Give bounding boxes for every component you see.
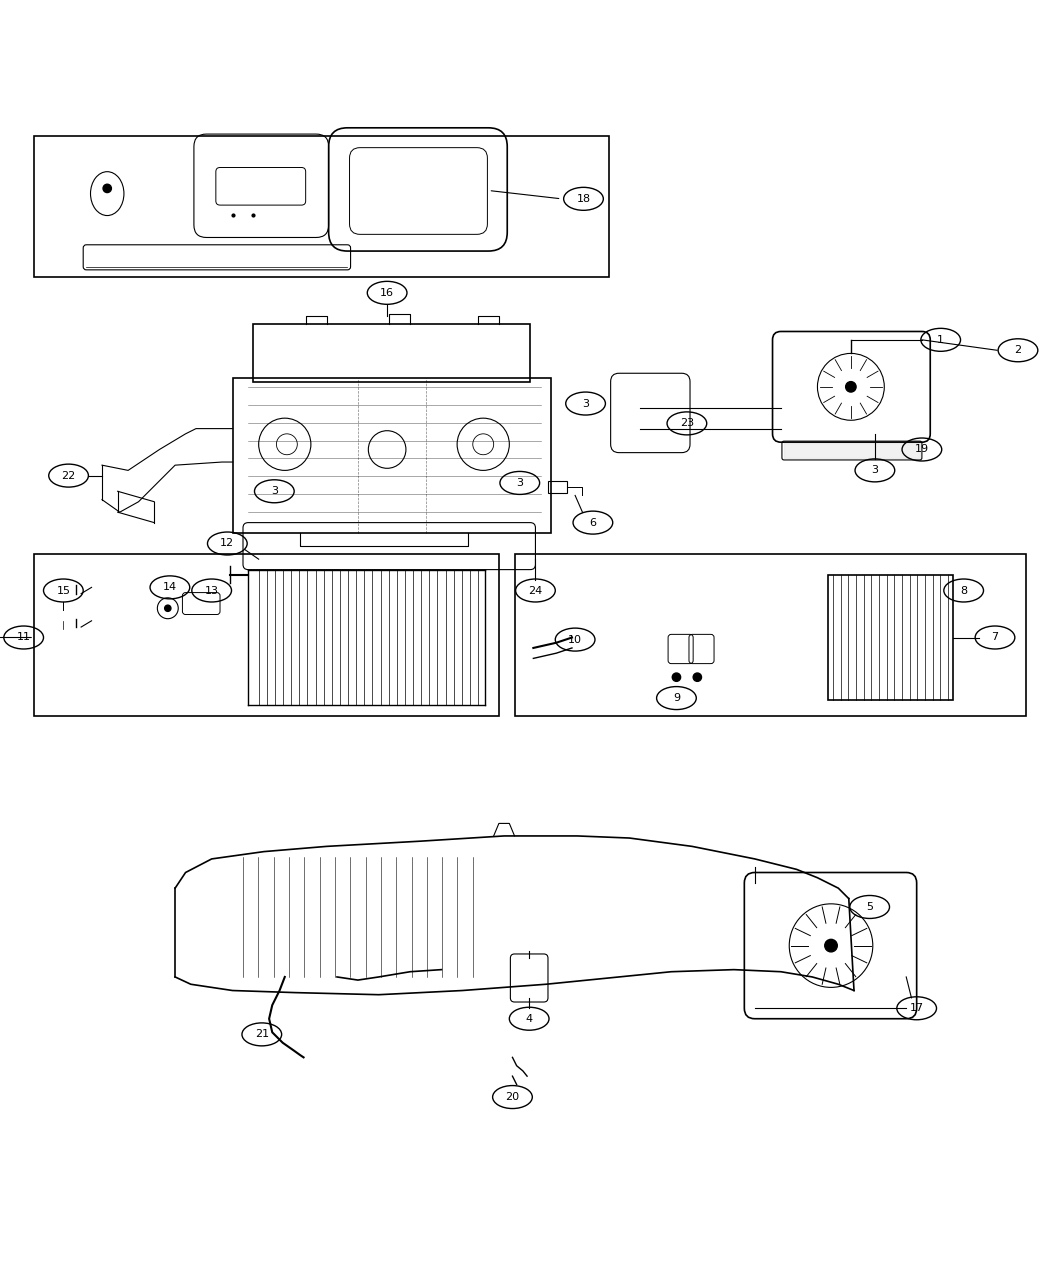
Bar [34,136,609,277]
Text: 3: 3 [517,478,523,488]
Circle shape [103,184,111,193]
Text: 10: 10 [568,635,582,645]
Circle shape [824,940,837,952]
Text: 23: 23 [679,418,694,428]
Text: 3: 3 [582,399,589,408]
Text: 1: 1 [938,335,944,344]
Text: 8: 8 [960,585,967,595]
Text: 2: 2 [1014,346,1022,356]
Bar [548,481,567,493]
Text: 21: 21 [255,1029,269,1039]
Circle shape [693,673,701,681]
Text: 16: 16 [380,288,394,298]
Bar [514,553,1026,715]
Bar [232,379,551,533]
Text: 3: 3 [271,486,278,496]
Text: 6: 6 [589,518,596,528]
Text: 4: 4 [526,1014,532,1024]
Text: 18: 18 [576,194,590,204]
Circle shape [845,381,856,391]
Text: 20: 20 [505,1093,520,1102]
Circle shape [672,673,680,681]
Text: 22: 22 [62,470,76,481]
Text: 14: 14 [163,583,177,593]
Text: 5: 5 [866,901,874,912]
Bar [253,324,530,381]
Text: 17: 17 [909,1003,924,1014]
Text: 12: 12 [220,538,234,548]
Bar [34,553,499,715]
Circle shape [165,606,171,612]
Bar [827,575,953,700]
Text: 3: 3 [872,465,879,476]
Text: 9: 9 [673,694,680,703]
Text: 7: 7 [991,632,999,643]
Text: 24: 24 [528,585,543,595]
Text: 15: 15 [57,585,70,595]
Text: 19: 19 [915,445,929,454]
Text: 13: 13 [205,585,218,595]
Text: 11: 11 [17,632,30,643]
